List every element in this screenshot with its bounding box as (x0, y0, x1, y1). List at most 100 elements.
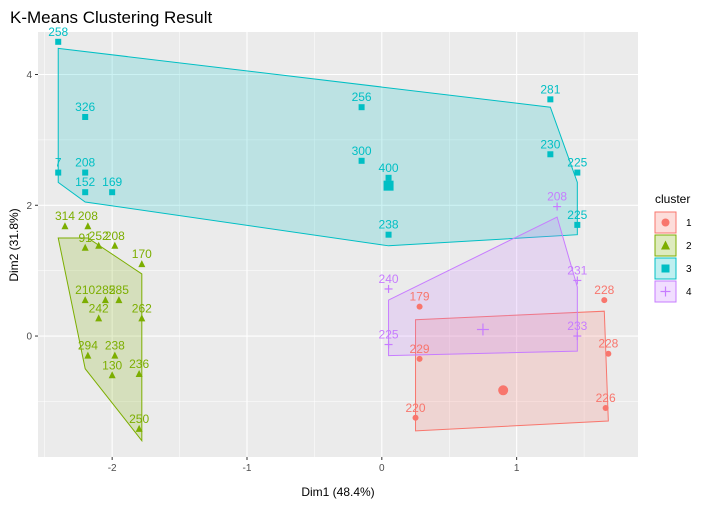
cluster-3-point (574, 221, 581, 228)
x-tick-label: 0 (379, 463, 385, 474)
cluster-3-point (82, 189, 89, 196)
axis-ticks: -2 -1 0 1 0 2 4 (26, 70, 519, 474)
cluster-2-point (81, 243, 89, 251)
cluster-2-point (111, 351, 119, 359)
x-axis-title: Dim1 (48.4%) (301, 485, 374, 499)
cluster-3-point (358, 104, 365, 111)
cluster-3-point-label: 152 (75, 175, 95, 189)
cluster-2-point-label: 262 (132, 301, 152, 315)
cluster-2-point (81, 296, 89, 304)
cluster-3-point-label: 208 (75, 156, 95, 170)
cluster-1-point-label: 226 (596, 391, 616, 405)
cluster-2-point (135, 369, 143, 377)
cluster-3-point-label: 300 (352, 144, 372, 158)
cluster-3-point-label: 7 (55, 156, 62, 170)
cluster-4-point (384, 284, 393, 293)
cluster-3-point-label: 281 (540, 82, 560, 96)
cluster-hulls (57, 47, 609, 443)
cluster-1-point (416, 303, 423, 310)
y-tick-label: 2 (26, 201, 32, 212)
y-tick-label: 0 (26, 332, 32, 343)
cluster-3-point-label: 225 (567, 208, 587, 222)
cluster-2-point (135, 424, 143, 432)
cluster-2-point-label: 294 (78, 339, 98, 353)
cluster-4-point-label: 233 (567, 319, 587, 333)
cluster-3-point-label: 169 (102, 175, 122, 189)
legend-label-2: 2 (686, 241, 692, 252)
cluster-2-point-label: 130 (102, 358, 122, 372)
plot-panel (38, 32, 638, 457)
cluster-2-point (84, 222, 92, 230)
cluster-2-point (61, 222, 69, 230)
cluster-3-point-label: 225 (567, 156, 587, 170)
cluster-1-point-label: 229 (410, 342, 430, 356)
cluster-2-point (108, 371, 116, 379)
x-tick-label: -2 (108, 463, 117, 474)
cluster-1-point (601, 297, 608, 304)
cluster-1-point-label: 228 (598, 337, 618, 351)
cluster-2-point (138, 314, 146, 322)
cluster-4-point (573, 276, 582, 285)
legend: cluster 1 2 3 4 (654, 192, 692, 303)
cluster-1-point (412, 414, 419, 421)
legend-label-1: 1 (686, 218, 692, 229)
legend-label-4: 4 (686, 287, 692, 298)
cluster-3-point-label: 326 (75, 100, 95, 114)
cluster-1-centroid (498, 385, 509, 396)
x-tick-label: 1 (514, 463, 520, 474)
cluster-2-point-label: 208 (105, 229, 125, 243)
cluster-4-point (573, 332, 582, 341)
cluster-3-point (82, 114, 89, 120)
cluster-2-point (84, 351, 92, 359)
cluster-1-point-label: 228 (594, 283, 614, 297)
cluster-points (55, 38, 612, 432)
cluster-3-centroid (383, 180, 394, 191)
cluster-1-point (416, 355, 423, 362)
cluster-4-point-label: 225 (379, 328, 399, 342)
cluster-1-point (605, 350, 612, 357)
cluster-4-point (553, 202, 562, 211)
cluster-2-point-label: 91 (79, 231, 93, 245)
cluster-2-point-label: 238 (105, 339, 125, 353)
cluster-3-point (109, 189, 116, 196)
cluster-3-point (547, 151, 554, 158)
cluster-2-point-label: 252 (89, 229, 109, 243)
cluster-2-point-label: 285 (95, 283, 115, 297)
cluster-2-point-label: 250 (129, 412, 149, 426)
cluster-4-point-label: 231 (567, 263, 587, 277)
cluster-3-point (358, 157, 365, 164)
cluster-1-point-label: 220 (406, 401, 426, 415)
cluster-1-point-label: 179 (410, 290, 430, 304)
cluster-2-point (111, 241, 119, 249)
cluster-3-point (82, 169, 89, 176)
cluster-2-hull (57, 237, 143, 443)
cluster-3-point (55, 38, 62, 45)
cluster-4-centroid (476, 323, 489, 336)
legend-marker-2 (661, 240, 670, 250)
cluster-4-point-label: 240 (379, 272, 399, 286)
cluster-3-hull (57, 47, 578, 247)
cluster-3-point-label: 400 (379, 161, 399, 175)
cluster-3-point (385, 174, 392, 181)
cluster-3-point (385, 231, 392, 238)
legend-title: cluster (655, 192, 690, 206)
cluster-2-point (138, 260, 146, 268)
cluster-2-point-label: 236 (129, 357, 149, 371)
cluster-2-point-label: 285 (109, 283, 129, 297)
cluster-3-point-label: 258 (48, 25, 68, 39)
cluster-3-point (574, 169, 581, 176)
y-axis-title: Dim2 (31.8%) (7, 208, 21, 281)
cluster-4-point-label: 208 (547, 190, 567, 204)
legend-marker-4 (660, 286, 671, 297)
cluster-2-point-label: 170 (132, 247, 152, 261)
cluster-3-point-label: 230 (540, 137, 560, 151)
cluster-2-point (115, 296, 123, 304)
cluster-1-hull (415, 310, 609, 432)
cluster-2-point-label: 210 (75, 283, 95, 297)
cluster-2-point-label: 242 (89, 301, 109, 315)
legend-marker-3 (661, 264, 670, 273)
cluster-2-point (95, 241, 103, 249)
cluster-3-point (547, 96, 554, 103)
